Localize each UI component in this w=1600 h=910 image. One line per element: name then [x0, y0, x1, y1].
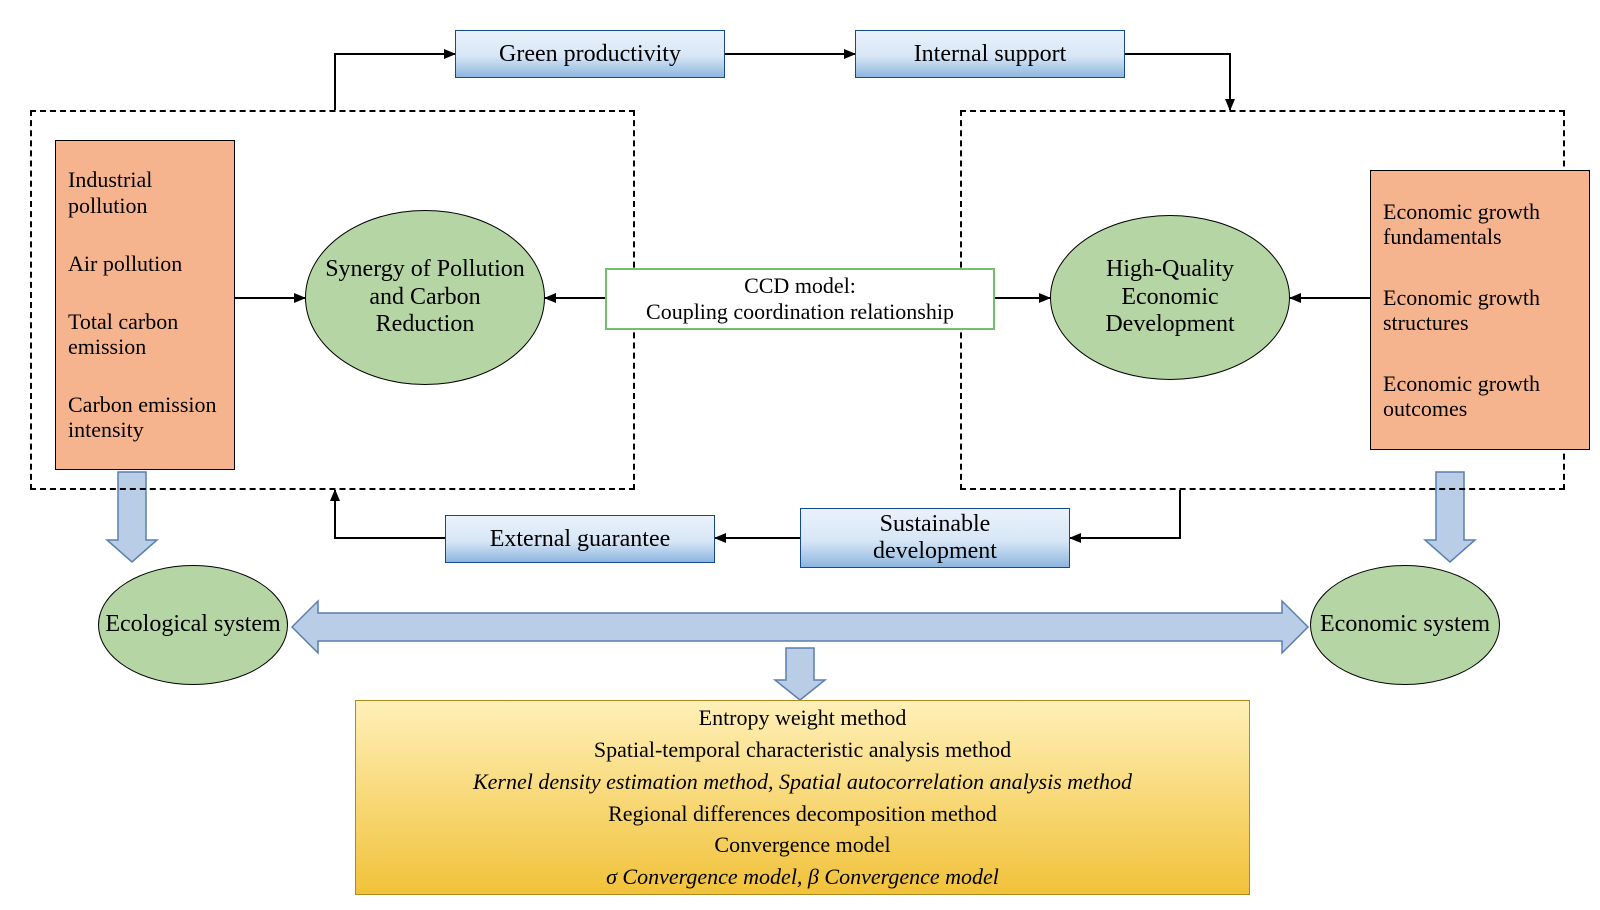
sustainable-line2: development: [873, 538, 997, 565]
sustainable-line1: Sustainable: [880, 511, 991, 538]
external-guarantee-label: External guarantee: [490, 526, 671, 553]
arrow-synergy-up-to-green: [335, 54, 455, 110]
methods-line-0: Entropy weight method: [356, 703, 1249, 733]
methods-line-2: Kernel density estimation method, Spatia…: [356, 767, 1249, 797]
methods-box: Entropy weight methodSpatial-temporal ch…: [355, 700, 1250, 895]
arrow-external-up-to-synergy: [335, 490, 445, 538]
sustainable-development-box: Sustainable development: [800, 508, 1070, 568]
internal-support-label: Internal support: [914, 41, 1067, 68]
economic-indicators-box: Economic growth fundamentals Economic gr…: [1370, 170, 1590, 450]
left-item-3: Carbon emission intensity: [68, 392, 222, 443]
hqed-ellipse: High-Quality Economic Development: [1050, 215, 1290, 380]
ccd-line1: CCD model:: [607, 273, 993, 299]
hqed-label: High-Quality Economic Development: [1065, 256, 1275, 339]
ccd-model-box: CCD model: Coupling coordination relatio…: [605, 268, 995, 330]
pollution-indicators-box: Industrial pollution Air pollution Total…: [55, 140, 235, 470]
economic-system-ellipse: Economic system: [1310, 565, 1500, 685]
left-item-2: Total carbon emission: [68, 309, 222, 360]
methods-line-1: Spatial-temporal characteristic analysis…: [356, 735, 1249, 765]
ecological-system-ellipse: Ecological system: [98, 565, 288, 685]
methods-line-3: Regional differences decomposition metho…: [356, 799, 1249, 829]
methods-line-4: Convergence model: [356, 830, 1249, 860]
ecological-label: Ecological system: [105, 611, 280, 639]
green-productivity-label: Green productivity: [499, 41, 681, 68]
methods-line-5: σ Convergence model, β Convergence model: [356, 862, 1249, 892]
ccd-line2: Coupling coordination relationship: [607, 299, 993, 325]
block-arrow-double-horizontal: [292, 601, 1308, 653]
green-productivity-box: Green productivity: [455, 30, 725, 78]
external-guarantee-box: External guarantee: [445, 515, 715, 563]
right-item-1: Economic growth structures: [1383, 285, 1577, 336]
block-arrow-down-center: [775, 648, 825, 700]
synergy-ellipse: Synergy of Pollution and Carbon Reductio…: [305, 210, 545, 385]
arrow-internal-down-to-hqed: [1125, 54, 1230, 110]
left-item-0: Industrial pollution: [68, 167, 222, 218]
synergy-label: Synergy of Pollution and Carbon Reductio…: [320, 256, 530, 339]
arrow-hqed-down-to-sustainable: [1070, 490, 1180, 538]
left-item-1: Air pollution: [68, 251, 222, 276]
block-arrows-layer: [107, 472, 1475, 700]
right-item-2: Economic growth outcomes: [1383, 371, 1577, 422]
internal-support-box: Internal support: [855, 30, 1125, 78]
economic-label: Economic system: [1320, 611, 1490, 639]
right-item-0: Economic growth fundamentals: [1383, 199, 1577, 250]
